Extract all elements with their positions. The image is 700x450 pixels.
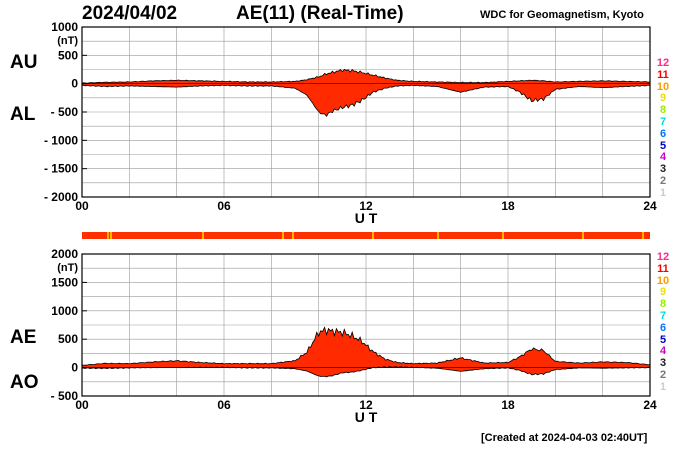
station-strip-mark — [372, 232, 374, 239]
series-ae-line — [82, 326, 651, 366]
area-ae-ao — [82, 327, 650, 377]
y-tick-label: 1000 — [51, 304, 78, 318]
legend-station-1: 1 — [659, 186, 667, 199]
station-strip-mark — [292, 232, 294, 239]
x-tick-label: 12 — [359, 199, 373, 213]
station-strip-mark — [110, 232, 112, 239]
x-tick-label: 18 — [501, 398, 515, 412]
y-tick-label: - 1500 — [44, 162, 78, 176]
y-tick-label: 0 — [71, 77, 78, 91]
station-strip-mark — [582, 232, 584, 239]
y-tick-label: 0 — [71, 361, 78, 375]
au-label: AU — [10, 52, 38, 73]
legend-station-11: 11 — [657, 68, 669, 81]
legend-station-9: 9 — [659, 92, 667, 105]
x-tick-label: 06 — [217, 398, 231, 412]
legend-station-7: 7 — [659, 115, 667, 128]
legend-station-5: 5 — [659, 139, 667, 152]
legend-station-4: 4 — [659, 151, 667, 164]
station-strip-mark — [107, 232, 109, 239]
x-tick-label: 18 — [501, 199, 515, 213]
x-tick-label: 24 — [643, 199, 657, 213]
station-strip — [82, 232, 650, 239]
x-tick-label: 00 — [75, 199, 89, 213]
x-tick-label: 12 — [359, 398, 373, 412]
x-axis-label: U T — [355, 210, 378, 226]
legend-station-8: 8 — [659, 298, 667, 311]
station-legend-top: 12 11 10 9 8 7 6 5 4 3 2 1 — [651, 57, 675, 200]
plot-date: 2024/04/02 — [82, 3, 178, 24]
y-tick-label: - 1000 — [44, 133, 78, 147]
legend-station-10: 10 — [656, 80, 670, 93]
legend-station-10: 10 — [656, 274, 670, 287]
legend-station-11: 11 — [657, 262, 669, 275]
legend-station-3: 3 — [659, 357, 667, 370]
legend-station-6: 6 — [659, 127, 667, 140]
plot-title: AE(11) (Real-Time) — [236, 3, 404, 24]
al-label: AL — [10, 104, 36, 125]
station-legend-bottom: 12 11 10 9 8 7 6 5 4 3 2 1 — [651, 251, 675, 394]
ao-label: AO — [10, 372, 39, 393]
station-strip-mark — [202, 232, 204, 239]
station-strip-mark — [437, 232, 439, 239]
legend-station-12: 12 — [656, 251, 670, 263]
legend-station-6: 6 — [659, 321, 667, 334]
ae-label: AE — [10, 327, 37, 348]
legend-station-7: 7 — [659, 309, 667, 322]
x-tick-label: 24 — [643, 398, 657, 412]
y-tick-label: 500 — [58, 332, 78, 346]
y-tick-label: - 500 — [51, 105, 79, 119]
y-tick-label: 1500 — [51, 275, 78, 289]
legend-station-8: 8 — [659, 104, 667, 117]
legend-station-3: 3 — [659, 163, 667, 176]
legend-station-12: 12 — [656, 57, 670, 69]
series-al-line — [81, 84, 651, 117]
y-tick-label: 1000 — [51, 20, 78, 34]
y-unit-label: (nT) — [57, 35, 78, 47]
station-strip-mark — [502, 232, 504, 239]
y-tick-label: 2000 — [51, 247, 78, 261]
x-tick-label: 00 — [75, 398, 89, 412]
x-axis-label: U T — [355, 409, 378, 425]
station-strip-mark — [642, 232, 644, 239]
legend-station-2: 2 — [659, 174, 667, 187]
y-tick-label: - 500 — [51, 389, 79, 403]
station-strip-mark — [282, 232, 284, 239]
area-au-al — [82, 69, 650, 117]
legend-station-4: 4 — [659, 345, 667, 358]
legend-station-5: 5 — [659, 333, 667, 346]
x-tick-label: 06 — [217, 199, 231, 213]
legend-station-2: 2 — [659, 368, 667, 381]
organization-label: WDC for Geomagnetism, Kyoto — [480, 9, 644, 21]
y-unit-label: (nT) — [57, 262, 78, 274]
created-timestamp: [Created at 2024-04-03 02:40UT] — [481, 432, 648, 444]
y-tick-label: - 2000 — [44, 190, 78, 204]
plot-frame — [81, 253, 651, 397]
series-au-line — [81, 68, 651, 84]
legend-station-9: 9 — [659, 286, 667, 299]
y-tick-label: 500 — [58, 48, 78, 62]
legend-station-1: 1 — [659, 380, 667, 393]
